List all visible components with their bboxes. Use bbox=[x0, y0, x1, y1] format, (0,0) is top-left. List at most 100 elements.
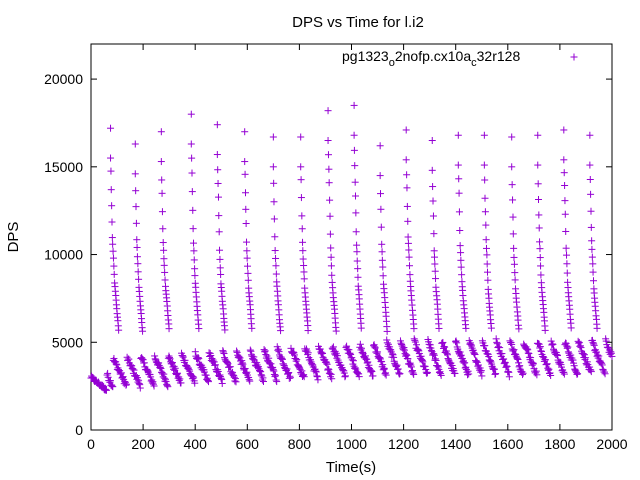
legend-label-part: 32r128 bbox=[477, 48, 521, 64]
data-point bbox=[160, 255, 168, 263]
data-point bbox=[270, 367, 278, 375]
data-point bbox=[371, 344, 379, 352]
data-point bbox=[369, 372, 377, 380]
data-point bbox=[148, 379, 156, 387]
data-point bbox=[191, 379, 199, 387]
data-point bbox=[595, 352, 603, 360]
data-point bbox=[325, 165, 333, 173]
data-point bbox=[508, 340, 516, 348]
data-point bbox=[299, 255, 307, 263]
data-point bbox=[567, 324, 575, 332]
data-point bbox=[131, 170, 139, 178]
data-point bbox=[353, 369, 361, 377]
data-point bbox=[482, 221, 490, 229]
data-point bbox=[128, 364, 136, 372]
data-point bbox=[326, 230, 334, 238]
data-point bbox=[319, 350, 327, 358]
data-point bbox=[207, 352, 215, 360]
data-point bbox=[115, 366, 123, 374]
data-point bbox=[594, 351, 602, 359]
data-point bbox=[202, 371, 210, 379]
data-point bbox=[353, 241, 361, 249]
data-point bbox=[332, 351, 340, 359]
data-point bbox=[405, 246, 413, 254]
data-point bbox=[598, 359, 606, 367]
data-point bbox=[588, 253, 596, 261]
data-point bbox=[388, 350, 396, 358]
data-point bbox=[349, 357, 357, 365]
data-point bbox=[158, 369, 166, 377]
data-point bbox=[223, 358, 231, 366]
data-point bbox=[157, 128, 165, 136]
data-point bbox=[140, 359, 148, 367]
data-point bbox=[219, 347, 227, 355]
data-point bbox=[413, 341, 421, 349]
data-point bbox=[338, 364, 346, 372]
data-point bbox=[312, 368, 320, 376]
data-point bbox=[560, 368, 568, 376]
data-point bbox=[536, 238, 544, 246]
data-point bbox=[313, 372, 321, 380]
data-point bbox=[426, 341, 434, 349]
data-point bbox=[271, 233, 279, 241]
data-point bbox=[510, 260, 518, 268]
data-point bbox=[214, 166, 222, 174]
data-point bbox=[123, 380, 131, 388]
data-point bbox=[567, 351, 575, 359]
data-point bbox=[242, 370, 250, 378]
data-point bbox=[404, 355, 412, 363]
data-point bbox=[210, 358, 218, 366]
data-point bbox=[159, 225, 167, 233]
data-point bbox=[373, 349, 381, 357]
data-point bbox=[327, 262, 335, 270]
y-tick-label: 15000 bbox=[44, 159, 83, 175]
data-point bbox=[494, 343, 502, 351]
data-point bbox=[590, 340, 598, 348]
data-point bbox=[457, 256, 465, 264]
data-point bbox=[481, 194, 489, 202]
data-point bbox=[505, 373, 513, 381]
data-point bbox=[218, 376, 226, 384]
data-point bbox=[323, 359, 331, 367]
data-point bbox=[417, 352, 425, 360]
data-point bbox=[474, 361, 482, 369]
data-point bbox=[179, 352, 187, 360]
data-point bbox=[562, 244, 570, 252]
data-point bbox=[221, 326, 229, 334]
data-point bbox=[261, 347, 269, 355]
data-point bbox=[188, 188, 196, 196]
data-point bbox=[297, 133, 305, 141]
data-point bbox=[496, 344, 504, 352]
data-point bbox=[600, 368, 608, 376]
data-point bbox=[112, 360, 120, 368]
data-point bbox=[355, 373, 363, 381]
data-point bbox=[100, 382, 108, 390]
data-point bbox=[274, 346, 282, 354]
data-point bbox=[158, 176, 166, 184]
data-point bbox=[351, 364, 359, 372]
data-point bbox=[451, 338, 459, 346]
data-point bbox=[170, 365, 178, 373]
data-point bbox=[351, 178, 359, 186]
data-point bbox=[431, 267, 439, 275]
data-point bbox=[324, 365, 332, 373]
data-point bbox=[278, 355, 286, 363]
data-point bbox=[477, 368, 485, 376]
data-point bbox=[133, 253, 141, 261]
data-point bbox=[241, 189, 249, 197]
data-point bbox=[601, 370, 609, 378]
data-point bbox=[108, 381, 116, 389]
data-point bbox=[432, 275, 440, 283]
data-point bbox=[454, 131, 462, 139]
data-point bbox=[504, 368, 512, 376]
data-point bbox=[340, 369, 348, 377]
data-point bbox=[215, 212, 223, 220]
data-point bbox=[125, 355, 133, 363]
data-point bbox=[390, 353, 398, 361]
data-point bbox=[403, 171, 411, 179]
data-point bbox=[500, 355, 508, 363]
data-point bbox=[548, 341, 556, 349]
data-point bbox=[508, 133, 516, 141]
data-point bbox=[485, 353, 493, 361]
data-point bbox=[519, 371, 527, 379]
